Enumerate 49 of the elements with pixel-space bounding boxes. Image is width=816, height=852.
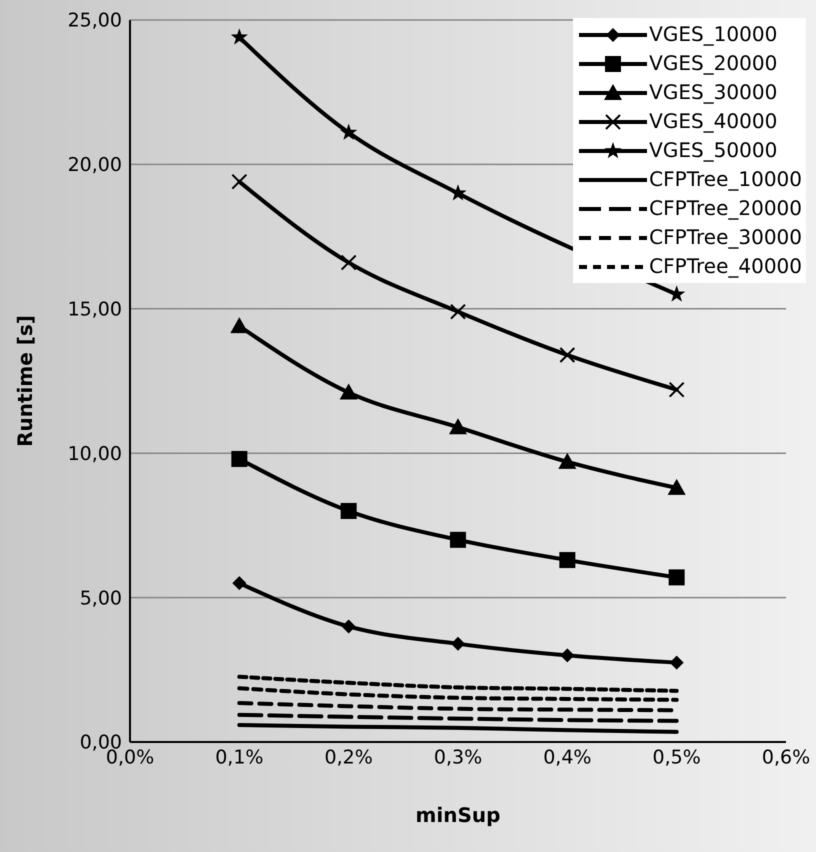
point	[558, 452, 576, 469]
point	[450, 304, 466, 320]
y-tick-label: 5,00	[80, 587, 122, 610]
point	[230, 28, 248, 45]
legend-label: VGES_40000	[649, 108, 778, 135]
y-tick-label: 15,00	[68, 298, 122, 321]
point	[231, 450, 248, 467]
point	[560, 648, 574, 662]
y-tick-label: 10,00	[68, 442, 122, 465]
line-series	[237, 674, 679, 693]
legend-label: VGES_50000	[649, 137, 778, 164]
legend-label: CFPTree_10000	[649, 166, 802, 193]
point	[668, 569, 685, 586]
point	[668, 382, 685, 398]
x-tick-label: 0,2%	[324, 746, 373, 768]
y-tick-label: 25,00	[68, 10, 122, 32]
x-tick-label: 0,6%	[762, 746, 810, 768]
legend-label: VGES_30000	[649, 79, 778, 106]
point	[450, 532, 466, 548]
point	[340, 502, 357, 519]
point	[449, 184, 467, 201]
x-tick-label: 0,1%	[215, 746, 264, 768]
x-tick-label: 0,4%	[543, 746, 592, 768]
point	[449, 418, 467, 434]
x-axis-title: minSup	[416, 803, 500, 827]
point	[342, 619, 356, 634]
y-axis-title: Runtime [s]	[13, 315, 38, 447]
point	[230, 317, 248, 334]
line-series	[237, 722, 679, 734]
line-series	[237, 686, 679, 702]
point	[231, 174, 248, 190]
legend-label: CFPTree_30000	[649, 224, 802, 251]
legend-label: CFPTree_20000	[649, 195, 802, 222]
point	[559, 552, 576, 568]
point	[340, 124, 358, 140]
legend-label: VGES_20000	[649, 50, 778, 77]
point	[668, 478, 686, 495]
x-tick-label: 0,5%	[652, 746, 701, 768]
point	[340, 384, 358, 400]
line-series	[237, 712, 679, 723]
legend-label: CFPTree_40000	[649, 253, 802, 280]
y-tick-label: 20,00	[68, 154, 122, 176]
point	[232, 576, 246, 590]
point	[451, 636, 465, 651]
legend-label: VGES_10000	[649, 21, 778, 48]
point	[340, 254, 357, 271]
point	[559, 347, 576, 364]
x-tick-label: 0,3%	[434, 746, 482, 768]
point	[670, 656, 684, 670]
